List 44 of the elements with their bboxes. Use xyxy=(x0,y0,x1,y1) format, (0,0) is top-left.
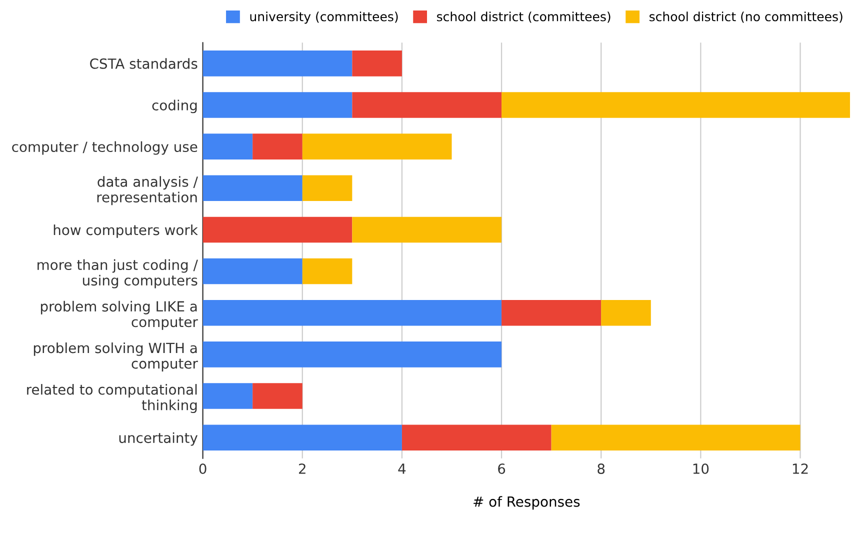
x-tick-label: 10 xyxy=(693,463,709,474)
y-tick-label: problem solving LIKE a computer xyxy=(40,300,198,330)
y-tick-label: problem solving WITH a computer xyxy=(34,342,198,372)
bar xyxy=(202,50,352,76)
bar xyxy=(352,216,502,243)
bar xyxy=(502,92,850,118)
bar xyxy=(352,50,402,76)
bar xyxy=(202,92,352,118)
legend-label: school district (committees) xyxy=(436,12,610,23)
x-tick-label: 4 xyxy=(398,464,406,474)
bar xyxy=(202,383,253,409)
bar xyxy=(302,258,352,284)
bar xyxy=(202,300,502,326)
bar xyxy=(202,342,502,368)
x-tick-label: 12 xyxy=(792,463,808,474)
bar xyxy=(302,134,452,160)
y-tick-label: computer / technology use xyxy=(12,141,198,155)
bar xyxy=(502,300,602,326)
legend-label: school district (no committees) xyxy=(650,12,842,23)
bar xyxy=(202,424,402,450)
y-tick-label: how computers work xyxy=(54,224,198,238)
legend-label: university (committees) xyxy=(250,12,398,24)
bar xyxy=(202,134,253,160)
bar xyxy=(551,424,800,450)
x-tick-label: 6 xyxy=(498,463,506,474)
bar xyxy=(252,383,302,409)
bar xyxy=(202,258,302,284)
x-tick-label: 2 xyxy=(298,463,306,474)
bar xyxy=(202,216,352,243)
y-tick-label: coding xyxy=(152,100,197,114)
x-tick-label: 8 xyxy=(598,463,605,474)
y-tick-label: CSTA standards xyxy=(90,58,198,69)
y-tick-label: related to computational thinking xyxy=(27,384,197,414)
x-tick-label: 0 xyxy=(199,463,206,474)
bar xyxy=(352,92,502,118)
bar xyxy=(252,134,302,160)
y-tick-label: more than just coding / using computers xyxy=(38,259,198,288)
bar xyxy=(302,175,352,202)
bar xyxy=(402,424,552,450)
x-axis-title: # of Responses xyxy=(474,496,580,510)
bar xyxy=(202,175,302,202)
y-tick-label: uncertainty xyxy=(119,432,198,446)
y-tick-label: data analysis / representation xyxy=(97,176,198,206)
bar xyxy=(601,300,651,326)
